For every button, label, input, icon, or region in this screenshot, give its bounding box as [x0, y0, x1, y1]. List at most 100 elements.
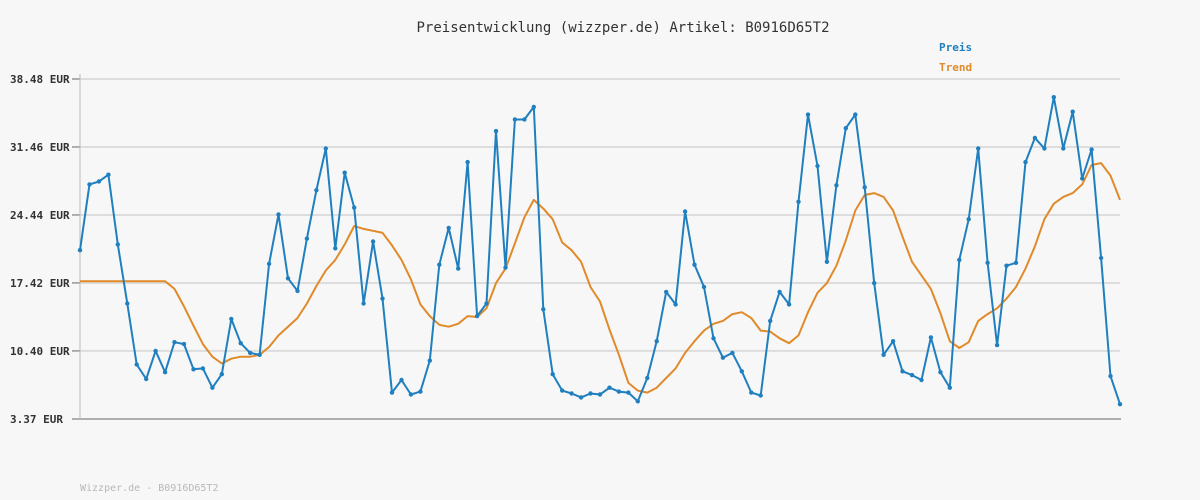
price-point [266, 261, 272, 266]
price-point [1013, 260, 1019, 265]
price-point [352, 205, 357, 210]
price-point [786, 302, 792, 307]
price-point [172, 340, 177, 345]
footer-credit: Wizzper.de - B0916D65T2 [80, 483, 218, 494]
price-point [295, 288, 300, 294]
price-point [1108, 373, 1113, 379]
price-point [805, 112, 811, 117]
price-point [474, 313, 480, 319]
price-point [106, 172, 111, 177]
price-point [626, 390, 631, 395]
price-point [144, 376, 149, 382]
price-point [1042, 146, 1047, 151]
price-point [550, 372, 555, 377]
price-point [692, 262, 697, 267]
price-point [200, 366, 206, 371]
price-point [276, 212, 281, 217]
series-lines [79, 96, 1121, 405]
price-point [976, 146, 981, 151]
price-point [427, 358, 432, 363]
price-point [682, 209, 688, 214]
price-point [957, 257, 962, 263]
price-point [711, 336, 716, 341]
price-point [493, 128, 499, 134]
price-point [1089, 147, 1094, 152]
price-point [881, 352, 886, 357]
price-point [399, 377, 404, 383]
price-point [597, 392, 603, 397]
price-point [1061, 146, 1066, 151]
price-point [125, 301, 130, 306]
price-point [701, 284, 707, 290]
price-point [919, 377, 924, 383]
price-point [333, 246, 338, 251]
price-point [890, 339, 896, 344]
price-point [768, 318, 773, 324]
price-point [370, 239, 376, 244]
price-point [465, 159, 470, 165]
price-point [635, 399, 640, 404]
price-point [664, 289, 669, 295]
grid-lines [80, 78, 1120, 352]
price-point [758, 393, 763, 398]
price-point [219, 372, 224, 377]
price-point [191, 367, 196, 372]
price-point [815, 163, 820, 169]
price-point [181, 341, 187, 347]
price-point [578, 395, 584, 400]
price-point [645, 375, 650, 381]
price-point [541, 307, 546, 312]
price-point [985, 260, 990, 265]
y-axis-ticks: 38.48 EUR 31.46 EUR 24.44 EUR 17.42 EUR 10.4… [10, 73, 80, 426]
price-point [900, 369, 905, 374]
price-point [777, 289, 782, 295]
price-point [1080, 176, 1085, 181]
price-point [872, 280, 877, 286]
price-point [994, 342, 1000, 348]
price-points [77, 95, 1123, 407]
price-point [153, 348, 158, 354]
price-point [115, 242, 121, 247]
price-point [162, 370, 168, 375]
y-tick-label: 10.40 EUR [10, 345, 70, 358]
price-point [749, 390, 754, 395]
y-tick-label: 31.46 EUR [10, 141, 70, 154]
price-point [673, 302, 678, 307]
price-point [843, 126, 848, 131]
price-point [569, 391, 574, 396]
price-point [446, 225, 451, 231]
price-point [456, 266, 461, 271]
price-point [560, 388, 565, 393]
price-point [739, 369, 744, 374]
price-point [1070, 109, 1075, 114]
price-point [314, 188, 319, 193]
price-point [342, 170, 347, 175]
price-point [531, 104, 536, 110]
y-tick-label: 38.48 EUR [10, 73, 70, 86]
price-point [96, 179, 102, 184]
price-point [77, 248, 83, 253]
price-point [229, 316, 234, 322]
price-point [938, 370, 943, 375]
price-point [248, 350, 253, 356]
price-point [134, 362, 139, 367]
price-point [418, 389, 423, 394]
price-point [616, 389, 622, 394]
y-tick-label: 24.44 EUR [10, 209, 70, 222]
price-point [285, 276, 291, 281]
price-point [1023, 159, 1028, 165]
price-point [323, 146, 328, 151]
y-tick-label: 3.37 EUR [10, 413, 63, 426]
price-point [1051, 95, 1057, 100]
price-point [607, 385, 612, 390]
price-point [238, 341, 243, 346]
y-tick-label: 17.42 EUR [10, 277, 70, 290]
price-point [909, 372, 915, 378]
price-point [1117, 402, 1123, 407]
price-point [87, 182, 92, 187]
price-point [389, 390, 395, 395]
price-point [512, 117, 518, 122]
price-point [437, 262, 442, 267]
price-point [380, 296, 385, 301]
